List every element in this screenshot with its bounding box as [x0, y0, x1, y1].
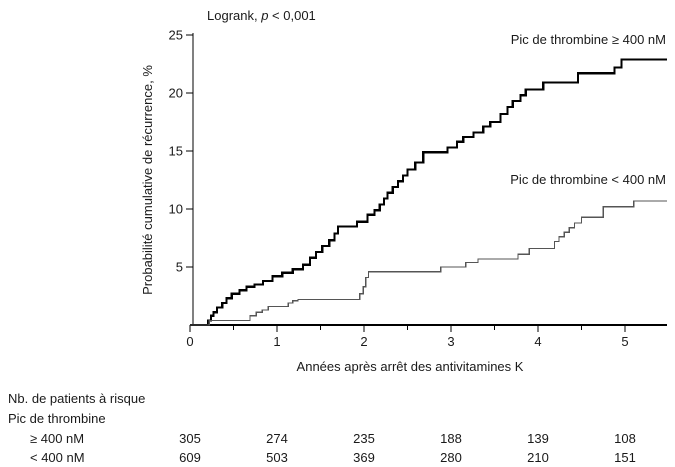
curves [190, 58, 667, 327]
risk-value: 139 [527, 431, 549, 446]
risk-value: 188 [440, 431, 462, 446]
risk-table: Nb. de patients à risque Pic de thrombin… [8, 391, 636, 465]
chart-title-suffix: < 0,001 [268, 8, 315, 23]
curve-label-ge-400: Pic de thrombine ≥ 400 nM [511, 32, 666, 47]
chart-title-p: p [260, 8, 268, 23]
risk-value: 235 [353, 431, 375, 446]
risk-row-label-lt-400: < 400 nM [30, 450, 85, 465]
risk-value: 151 [614, 450, 636, 465]
risk-table-subheader: Pic de thrombine [8, 411, 106, 426]
y-axis-title: Probabilité cumulative de récurrence, % [140, 65, 155, 295]
risk-row-label-ge-400: ≥ 400 nM [30, 431, 84, 446]
axes [192, 33, 667, 326]
risk-value: 108 [614, 431, 636, 446]
chart-title: Logrank, p < 0,001 [207, 8, 316, 23]
x-tick-label: 4 [534, 334, 541, 349]
y-tick-label: 20 [169, 86, 183, 101]
curve-lt-400 [190, 200, 667, 326]
y-tick-label: 5 [176, 260, 183, 275]
y-tick-label: 25 [169, 28, 183, 43]
risk-value: 503 [266, 450, 288, 465]
x-tick-label: 1 [273, 334, 280, 349]
chart-title-prefix: Logrank, [207, 8, 261, 23]
x-tick-label: 0 [186, 334, 193, 349]
x-axis-ticks: 0 1 2 3 4 5 [186, 325, 629, 349]
risk-value: 305 [179, 431, 201, 446]
x-tick-label: 3 [447, 334, 454, 349]
risk-table-values: 305 274 235 188 139 108 609 503 369 280 210 151 [179, 431, 636, 465]
y-tick-label: 15 [169, 144, 183, 159]
risk-value: 609 [179, 450, 201, 465]
risk-value: 210 [527, 450, 549, 465]
risk-value: 369 [353, 450, 375, 465]
x-axis-title: Années après arrêt des antivitamines K [297, 359, 524, 374]
risk-value: 274 [266, 431, 288, 446]
risk-table-header: Nb. de patients à risque [8, 391, 145, 406]
y-tick-label: 10 [169, 202, 183, 217]
curve-label-lt-400: Pic de thrombine < 400 nM [510, 172, 666, 187]
x-tick-label: 2 [360, 334, 367, 349]
risk-value: 280 [440, 450, 462, 465]
x-tick-label: 5 [621, 334, 628, 349]
curve-ge-400 [190, 58, 667, 327]
y-axis-ticks: 5 10 15 20 25 [169, 28, 193, 275]
